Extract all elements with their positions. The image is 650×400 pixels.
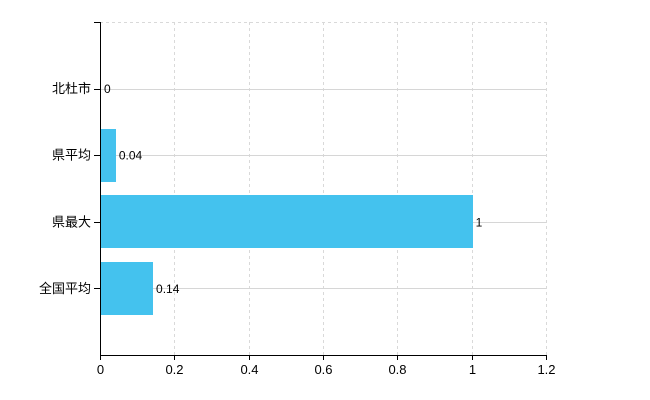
x-tick-label: 0.2 xyxy=(165,362,183,377)
bar[interactable] xyxy=(101,129,116,182)
bar[interactable] xyxy=(101,262,153,315)
bar[interactable] xyxy=(101,195,473,248)
bar-value-label: 0.14 xyxy=(156,282,180,296)
x-tick-label: 0.6 xyxy=(314,362,332,377)
bar-value-label: 0 xyxy=(104,82,111,96)
bar-value-label: 1 xyxy=(476,215,483,229)
x-tick-label: 0 xyxy=(97,362,104,377)
x-tick-label: 1 xyxy=(469,362,476,377)
category-label: 北杜市 xyxy=(52,81,91,96)
x-tick-label: 1.2 xyxy=(537,362,555,377)
bar-value-label: 0.04 xyxy=(119,149,143,163)
x-tick-label: 0.8 xyxy=(388,362,406,377)
x-tick-label: 0.4 xyxy=(240,362,258,377)
category-label: 県最大 xyxy=(52,214,91,229)
category-label: 全国平均 xyxy=(39,281,91,296)
category-label: 県平均 xyxy=(52,148,91,163)
